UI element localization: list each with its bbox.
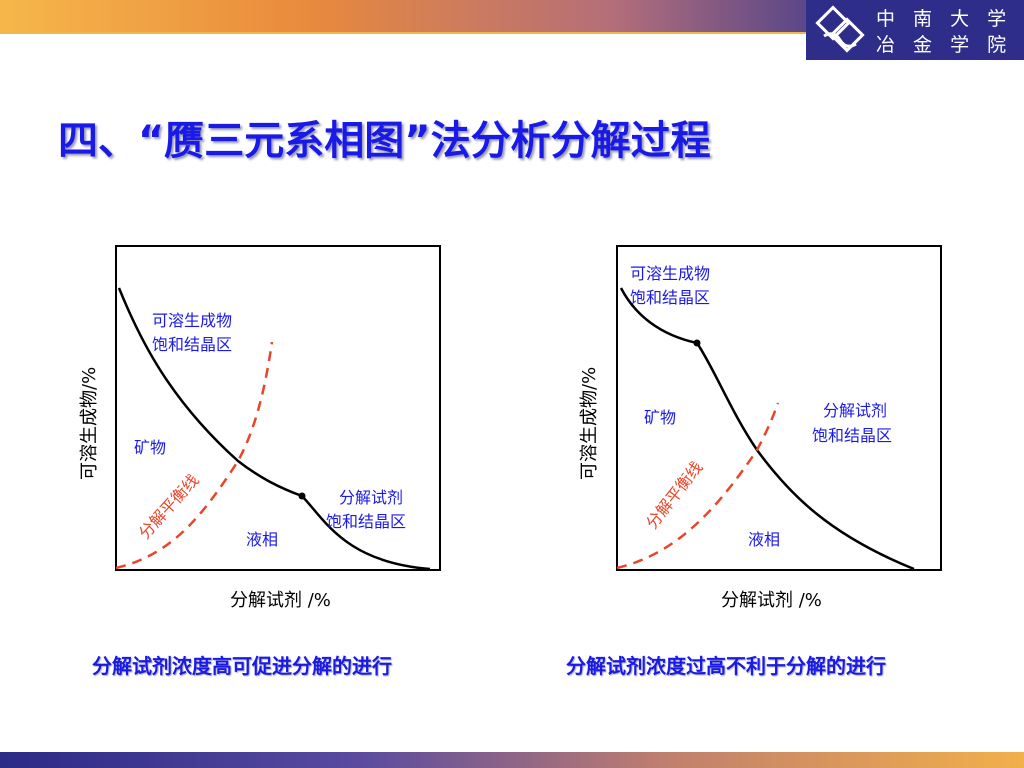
right-region-mineral: 矿物 [644,408,676,427]
left-region-mineral: 矿物 [134,438,166,457]
right-diagram-frame [616,245,942,571]
left-y-axis-label: 可溶生成物/% [79,367,100,480]
right-invariant-point [693,339,701,347]
left-x-axis-label: 分解试剂 /% [230,590,331,611]
left-diagram-frame [115,245,441,571]
left-region-product-line1: 可溶生成物 [152,311,232,330]
university-name: 中 南 大 学 [876,8,1013,30]
right-region-reagent-line1: 分解试剂 [823,401,887,420]
right-region-product-line1: 可溶生成物 [630,264,710,283]
left-equilibrium-label: 分解平衡线 [135,470,203,542]
left-region-product-line2: 饱和结晶区 [152,335,232,354]
right-equilibrium-label: 分解平衡线 [642,458,706,533]
top-accent-line [0,32,1024,34]
right-y-axis-label: 可溶生成物/% [579,367,600,480]
right-region-liquid: 液相 [748,530,780,549]
left-phase-diagram: 可溶生成物 饱和结晶区 矿物 分解平衡线 分解试剂 饱和结晶区 液相 可溶生成物… [79,245,441,611]
right-region-reagent-line2: 饱和结晶区 [812,426,892,445]
right-solubility-curve [619,287,915,571]
page-title: 四、“赝三元系相图”法分析分解过程 [58,118,711,164]
left-solubility-curve [117,287,431,571]
left-invariant-point [298,492,306,500]
header-logo-area [806,0,1024,60]
right-caption: 分解试剂浓度过高不利于分解的进行 [566,654,886,678]
right-phase-diagram: 可溶生成物 饱和结晶区 矿物 分解试剂 饱和结晶区 分解平衡线 液相 可溶生成物… [579,245,942,611]
left-region-reagent-line2: 饱和结晶区 [326,512,406,531]
left-region-liquid: 液相 [246,530,278,549]
university-logo-icon [815,5,865,53]
left-equilibrium-line [115,341,274,570]
bottom-gradient-bar [0,752,1024,768]
left-region-reagent-line1: 分解试剂 [339,488,403,507]
school-name: 冶 金 学 院 [876,34,1013,56]
right-equilibrium-line [616,402,780,570]
left-caption: 分解试剂浓度高可促进分解的进行 [92,654,392,678]
right-x-axis-label: 分解试剂 /% [721,590,822,611]
right-region-product-line2: 饱和结晶区 [630,288,710,307]
